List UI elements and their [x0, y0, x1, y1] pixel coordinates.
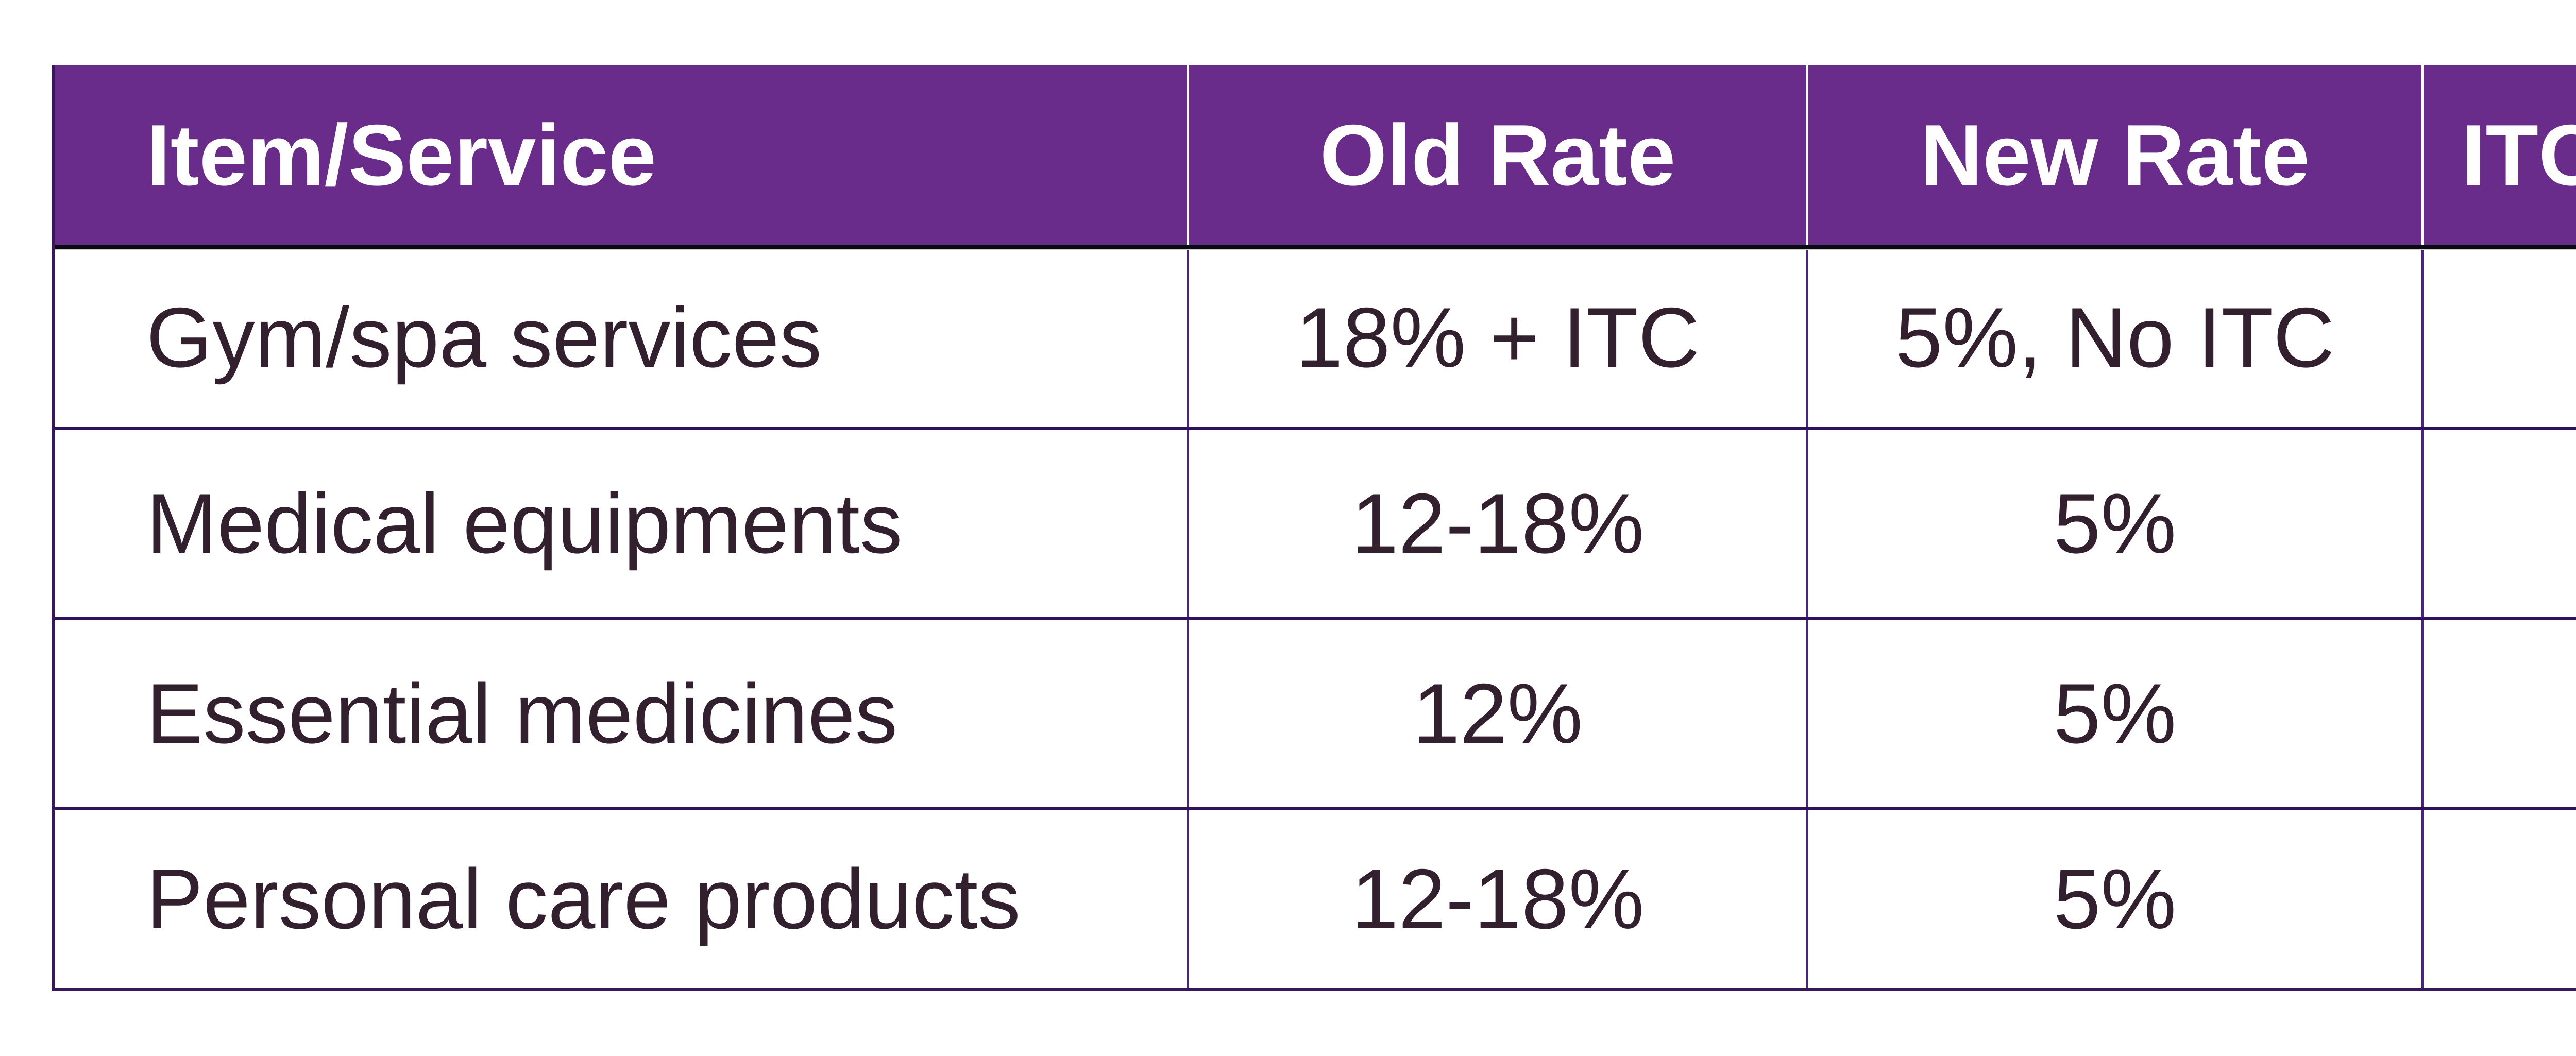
cell-old-rate: 12-18%	[1187, 430, 1806, 617]
table-row-gym-spa-services: Gym/spa services 18% + ITC 5%, No ITC	[55, 249, 2576, 427]
header-label-item-service: Item/Service	[146, 106, 656, 203]
new-rate-text: 5%, No ITC	[1895, 290, 2335, 385]
cell-item-service: Gym/spa services	[55, 249, 1187, 427]
header-label-new-rate: New Rate	[1920, 106, 2310, 203]
cell-new-rate: 5%	[1806, 620, 2421, 807]
header-cell-item-service: Item/Service	[55, 65, 1187, 245]
table-row-essential-medicines: Essential medicines 12% 5%	[55, 617, 2576, 807]
header-label-itc-available: ITC Available	[2461, 106, 2576, 203]
cell-itc-available	[2421, 430, 2576, 617]
item-service-text: Medical equipments	[146, 475, 903, 571]
item-service-text: Gym/spa services	[146, 290, 822, 385]
old-rate-text: 12-18%	[1351, 851, 1645, 946]
cell-new-rate: 5%, No ITC	[1806, 249, 2421, 427]
old-rate-text: 12%	[1412, 666, 1583, 761]
cell-itc-available	[2421, 810, 2576, 988]
table-row-personal-care-products: Personal care products 12-18% 5%	[55, 807, 2576, 988]
header-cell-new-rate: New Rate	[1806, 65, 2421, 245]
item-service-text: Personal care products	[146, 851, 1021, 946]
header-row: Item/Service Old Rate New Rate ITC Avail…	[55, 65, 2576, 249]
new-rate-text: 5%	[2053, 475, 2177, 571]
cell-item-service: Medical equipments	[55, 430, 1187, 617]
item-service-text: Essential medicines	[146, 666, 898, 761]
cell-new-rate: 5%	[1806, 810, 2421, 988]
cell-itc-available	[2421, 249, 2576, 427]
new-rate-text: 5%	[2053, 666, 2177, 761]
gst-rate-table: Item/Service Old Rate New Rate ITC Avail…	[52, 65, 2576, 991]
cell-old-rate: 12%	[1187, 620, 1806, 807]
cell-new-rate: 5%	[1806, 430, 2421, 617]
table-row-medical-equipments: Medical equipments 12-18% 5%	[55, 427, 2576, 617]
cell-old-rate: 12-18%	[1187, 810, 1806, 988]
header-cell-old-rate: Old Rate	[1187, 65, 1806, 245]
header-label-old-rate: Old Rate	[1319, 106, 1676, 203]
old-rate-text: 12-18%	[1351, 475, 1645, 571]
cell-old-rate: 18% + ITC	[1187, 249, 1806, 427]
cell-itc-available	[2421, 620, 2576, 807]
header-cell-itc-available: ITC Available	[2421, 65, 2576, 245]
new-rate-text: 5%	[2053, 851, 2177, 946]
old-rate-text: 18% + ITC	[1295, 290, 1700, 385]
cell-item-service: Essential medicines	[55, 620, 1187, 807]
cell-item-service: Personal care products	[55, 810, 1187, 988]
